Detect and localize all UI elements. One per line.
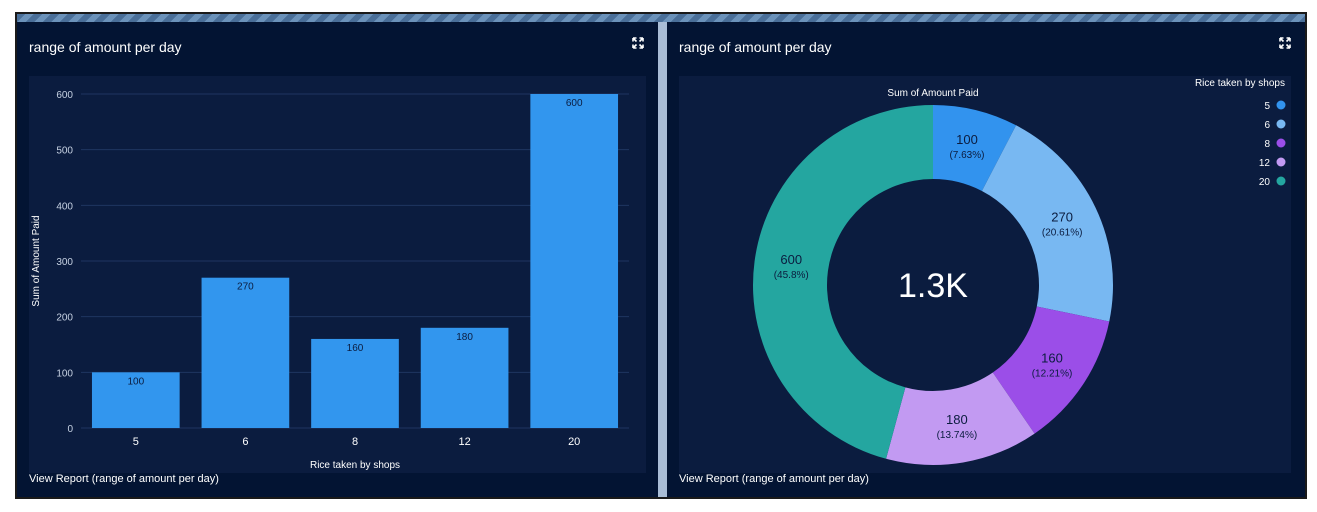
x-tick-label: 5 — [133, 436, 139, 448]
slice-percent-label: (45.8%) — [774, 270, 809, 281]
panel-title: range of amount per day — [679, 39, 832, 55]
legend-swatch — [1276, 157, 1286, 167]
expand-icon[interactable] — [1279, 37, 1291, 49]
slice-percent-label: (13.74%) — [937, 430, 978, 441]
x-tick-label: 20 — [568, 436, 580, 448]
legend-swatch — [1276, 100, 1286, 110]
donut-chart-panel: range of amount per day Sum of Amount Pa… — [667, 22, 1305, 497]
view-report-link[interactable]: View Report (range of amount per day) — [679, 473, 869, 485]
bar-chart: 0 100 200 300 400 500 600 100 5 270 6 160 8 180 12 600 2… — [31, 90, 629, 471]
legend-item-label: 20 — [1259, 177, 1271, 188]
center-total-label: 1.3K — [898, 267, 968, 305]
donut-slice — [886, 372, 1035, 465]
bar — [201, 277, 290, 428]
x-axis-label: Rice taken by shops — [310, 460, 400, 471]
y-tick-label: 200 — [56, 313, 73, 324]
donut-slice — [933, 105, 1017, 191]
header-strip — [17, 14, 1305, 22]
donut-slice — [981, 125, 1113, 322]
expand-icon[interactable] — [632, 37, 644, 49]
donut-chart-area: Sum of Amount Paid 100 (7.63%) 270 (20.61%) 1… — [679, 76, 1291, 473]
legend-item-label: 8 — [1264, 139, 1270, 150]
bar-chart-area: 0 100 200 300 400 500 600 100 5 270 6 160 8 180 12 600 2… — [29, 76, 646, 473]
y-tick-label: 400 — [56, 201, 73, 212]
legend-item-label: 6 — [1264, 120, 1270, 131]
y-tick-label: 100 — [56, 368, 73, 379]
slice-percent-label: (7.63%) — [949, 150, 984, 161]
slice-value-label: 100 — [956, 132, 978, 147]
dashboard-frame: range of amount per day 0 100 200 300 400 500… — [15, 12, 1307, 499]
data-label: 270 — [237, 282, 254, 293]
slice-value-label: 180 — [946, 412, 968, 427]
bar — [91, 372, 180, 428]
slice-percent-label: (20.61%) — [1042, 228, 1083, 239]
legend-title: Rice taken by shops — [1195, 78, 1285, 89]
donut-chart: Sum of Amount Paid 100 (7.63%) 270 (20.61%) 1… — [753, 78, 1286, 465]
legend-item-label: 12 — [1259, 158, 1271, 169]
x-tick-label: 12 — [458, 436, 470, 448]
donut-slice — [753, 105, 933, 459]
bar — [311, 338, 399, 428]
y-axis-label: Sum of Amount Paid — [31, 215, 42, 306]
y-tick-label: 0 — [67, 424, 73, 435]
legend-swatch — [1276, 138, 1286, 148]
chart-title: Sum of Amount Paid — [887, 88, 978, 99]
panel-title: range of amount per day — [29, 39, 182, 55]
data-label: 100 — [127, 376, 144, 387]
slice-value-label: 600 — [780, 252, 802, 267]
data-label: 180 — [456, 332, 473, 343]
donut-slice — [992, 306, 1110, 434]
legend-swatch — [1276, 119, 1286, 129]
panel-divider[interactable] — [658, 22, 667, 497]
x-tick-label: 8 — [352, 436, 358, 448]
bar-chart-panel: range of amount per day 0 100 200 300 400 500… — [17, 22, 658, 497]
legend-item-label: 5 — [1264, 101, 1270, 112]
legend-swatch — [1276, 176, 1286, 186]
view-report-link[interactable]: View Report (range of amount per day) — [29, 473, 219, 485]
slice-value-label: 270 — [1051, 210, 1073, 225]
y-tick-label: 500 — [56, 146, 73, 157]
bar — [530, 94, 619, 428]
y-tick-label: 300 — [56, 257, 73, 268]
data-label: 160 — [347, 343, 364, 354]
bar — [420, 327, 509, 428]
x-tick-label: 6 — [242, 436, 248, 448]
y-tick-label: 600 — [56, 90, 73, 101]
data-label: 600 — [566, 98, 583, 109]
slice-percent-label: (12.21%) — [1032, 368, 1073, 379]
slice-value-label: 160 — [1041, 350, 1063, 365]
